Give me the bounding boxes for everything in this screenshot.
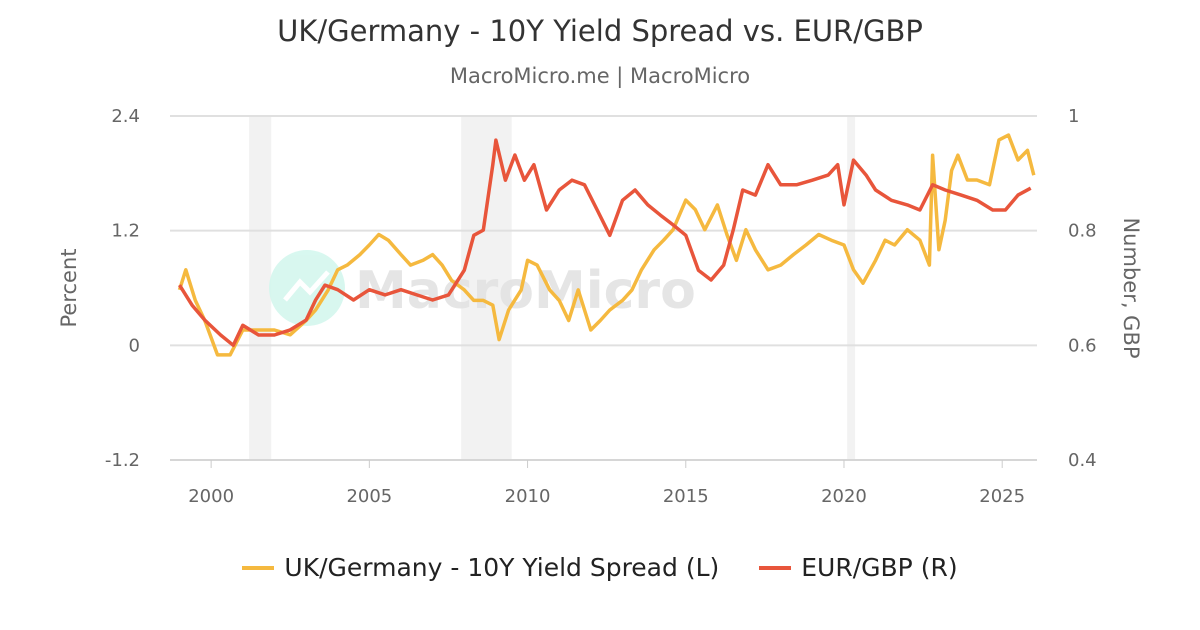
- series-line-eurgbp: [178, 138, 1032, 348]
- watermark-mountain-icon: [283, 270, 330, 302]
- right-tick-label: 0.6: [1068, 335, 1097, 356]
- right-axis-ticks: 0.4 0.6 0.8 1: [1068, 106, 1097, 471]
- watermark: MacroMicro: [269, 250, 696, 326]
- gridlines: [170, 115, 1037, 461]
- x-axis-ticks: 2000 2005 2010 2015 2020 2025: [188, 460, 1025, 507]
- left-tick-label: 1.2: [111, 221, 140, 242]
- x-tick-label: 2010: [505, 486, 551, 507]
- series-line-spread: [177, 133, 1036, 357]
- legend-item-eurgbp[interactable]: EUR/GBP (R): [759, 553, 958, 582]
- legend-item-spread[interactable]: UK/Germany - 10Y Yield Spread (L): [242, 553, 719, 582]
- legend-swatch-eurgbp: [759, 565, 792, 570]
- left-tick-label: 0: [129, 335, 140, 356]
- right-tick-label: 0.4: [1068, 450, 1097, 471]
- x-tick-label: 2005: [346, 486, 392, 507]
- legend-swatch-spread: [242, 565, 275, 570]
- legend-label-spread: UK/Germany - 10Y Yield Spread (L): [284, 553, 720, 582]
- left-axis-label: Percent: [57, 248, 81, 327]
- x-tick-label: 2000: [188, 486, 234, 507]
- x-tick-label: 2020: [821, 486, 867, 507]
- legend-label-eurgbp: EUR/GBP (R): [801, 553, 958, 582]
- left-tick-label: 2.4: [111, 106, 140, 127]
- chart-subtitle: MacroMicro.me | MacroMicro: [449, 64, 751, 88]
- right-tick-label: 0.8: [1068, 221, 1097, 242]
- recession-band: [249, 116, 272, 460]
- legend: UK/Germany - 10Y Yield Spread (L) EUR/GB…: [0, 553, 1200, 582]
- right-axis-label: Number, GBP: [1119, 217, 1143, 358]
- left-axis-ticks: -1.2 0 1.2 2.4: [105, 106, 140, 471]
- x-tick-label: 2015: [663, 486, 709, 507]
- x-tick-label: 2025: [979, 486, 1025, 507]
- right-tick-label: 1: [1068, 106, 1079, 127]
- left-tick-label: -1.2: [105, 450, 140, 471]
- recession-band: [847, 116, 856, 460]
- chart-title: UK/Germany - 10Y Yield Spread vs. EUR/GB…: [277, 14, 923, 48]
